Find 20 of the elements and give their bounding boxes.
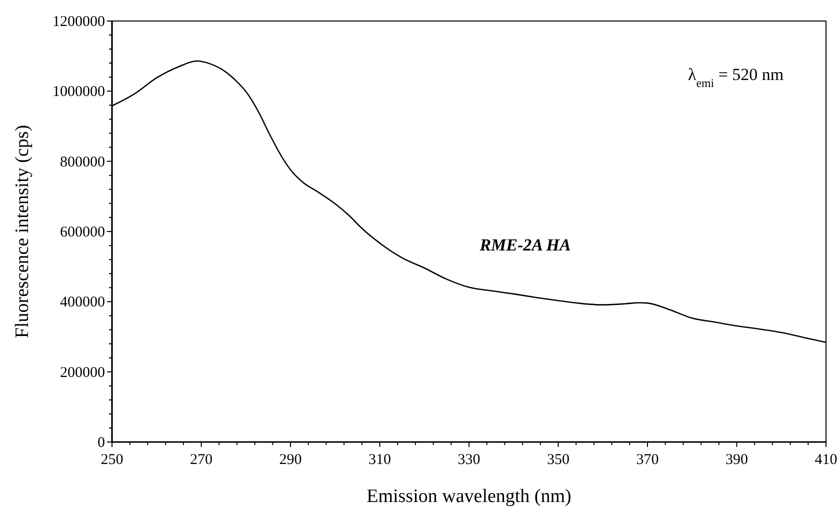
y-tick-label: 400000 [60,294,105,311]
x-tick-label: 350 [547,452,570,468]
x-tick-label: 310 [368,452,391,468]
y-tick-label: 600000 [60,224,105,240]
y-tick-label: 1000000 [52,84,105,100]
y-tick-label: 1200000 [52,14,105,30]
x-tick-label: 250 [100,452,124,468]
y-axis-title: Fluorescence intensity (cps) [12,124,33,338]
x-tick-label: 290 [279,452,302,468]
x-tick-label: 270 [190,452,212,468]
x-tick-label: 410 [814,452,838,468]
x-tick-label: 370 [636,452,659,468]
y-tick-label: 200000 [60,364,105,381]
x-axis-title: Emission wavelength (nm) [366,486,572,507]
y-tick-label: 800000 [60,154,105,170]
annotation: λ$_{emi}$ = 520 nm [688,65,784,90]
text: RME-2A HA [478,235,571,254]
x-tick-label: 390 [726,452,748,468]
y-tick-label: 0 [98,435,105,451]
x-tick-label: 330 [458,452,480,468]
